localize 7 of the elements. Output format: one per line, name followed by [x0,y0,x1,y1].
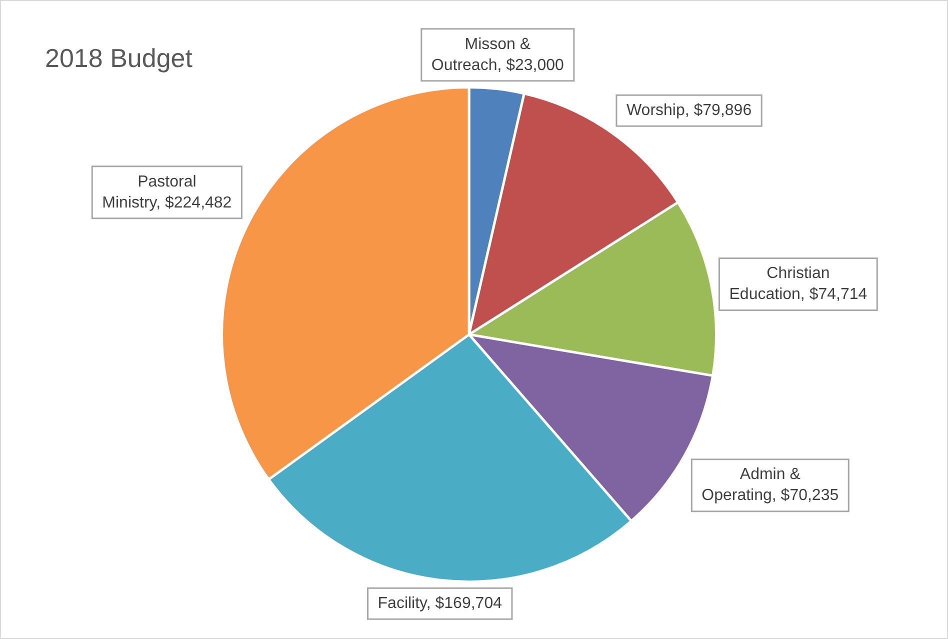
slice-label: Worship, $79,896 [626,102,752,120]
slice-label: Facility, $169,704 [378,594,502,612]
slice-label: Christian Education, $74,714 [729,265,868,304]
slice-label: Admin & Operating, $70,235 [702,466,839,504]
chart-title: 2018 Budget [45,43,192,74]
slice-label: Pastoral Ministry, $224,482 [102,173,232,212]
slice-label: Misson & Outreach, $23,000 [431,36,564,74]
